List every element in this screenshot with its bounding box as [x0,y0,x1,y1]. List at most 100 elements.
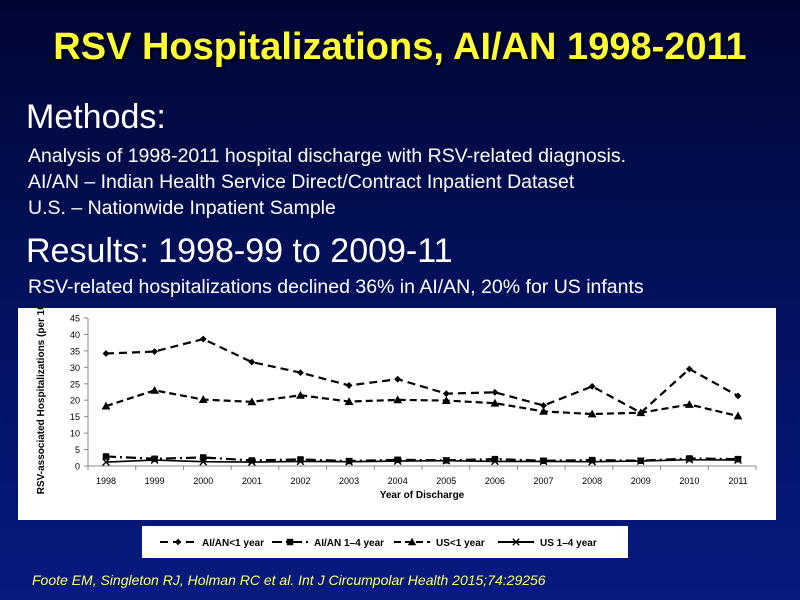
data-point [150,385,160,394]
data-point [539,457,548,466]
data-point [151,348,159,355]
data-point [442,456,451,465]
legend-marker [407,537,417,546]
data-point [394,456,401,463]
data-point [686,455,693,462]
data-point [685,455,694,464]
y-axis-label: RSV-associated Hospitalizations (per 100… [36,308,47,494]
legend-label: AI/AN<1 year [202,538,264,549]
data-point [248,358,256,366]
data-point [247,458,256,466]
data-point [199,335,207,343]
data-point [198,395,208,403]
series-1 [102,453,742,465]
data-point [587,409,597,418]
series-0 [102,335,742,417]
x-tick-label: 2002 [290,476,310,486]
line-chart: 0 5 10 15 20 25 30 35 40 45 1998 1999 2000 2001 2002 20… [36,290,757,501]
data-point [393,457,402,465]
results-heading: Results: 1998-99 to 2009-11 [26,232,453,270]
data-point [393,395,403,404]
chart-legend: AI/AN<1 year AI/AN 1–4 year US<1 year US 1–… [142,526,628,558]
x-tick-label: 2001 [242,476,262,486]
x-tick-label: 2011 [728,476,747,486]
y-tick-label: 20 [70,396,80,406]
y-tick-label: 15 [70,412,80,422]
y-tick-label: 40 [70,330,80,340]
data-point [296,457,305,466]
data-point [200,454,207,461]
data-point [490,398,500,407]
series-3 [102,455,742,466]
results-line: RSV-related hospitalizations declined 36… [28,276,644,298]
data-point [491,457,499,466]
data-point [150,456,159,464]
legend-item: AI/AN<1 year [160,538,264,549]
data-point [733,411,743,420]
series-line [105,337,739,415]
data-point [441,396,451,404]
data-point [297,456,304,463]
x-tick-label: 1999 [145,476,165,486]
data-point [296,390,305,399]
chart-panel: 0 5 10 15 20 25 30 35 40 45 1998 1999 2000 2001 2002 20… [18,290,776,520]
x-tick-label: 2009 [631,476,651,486]
data-point [345,382,353,389]
y-tick-label: 10 [70,429,80,439]
data-point [248,457,256,464]
series-line [105,389,739,418]
y-tick-label: 35 [70,346,80,356]
y-tick-label: 5 [75,445,80,455]
series-line [105,458,739,463]
data-point [442,390,450,398]
data-point [588,457,597,466]
data-point [588,383,596,390]
y-tick-label: 25 [70,379,80,389]
legend-item: AI/AN 1–4 year [272,538,384,549]
y-tick-label: 30 [70,363,80,373]
data-point [684,400,694,408]
methods-heading: Methods: [26,98,166,136]
legend-marker [286,538,294,546]
legend-label: US 1–4 year [540,538,597,549]
data-point [734,392,742,400]
citation: Foote EM, Singleton RJ, Holman RC et al.… [32,572,546,588]
legend-svg: AI/AN<1 year AI/AN 1–4 year US<1 year US 1–… [160,537,597,549]
x-tick-label: 2000 [193,476,213,486]
x-tick-label: 1998 [96,476,116,486]
x-tick-label: 2007 [534,476,554,486]
data-point [344,397,354,405]
legend-marker [512,538,520,546]
chart-series-layer [101,335,743,466]
data-point [539,407,548,415]
chart-axes: 0 5 10 15 20 25 30 35 40 45 1998 1999 2000 2001 2002 20… [70,314,757,486]
legend-item: US<1 year [394,537,485,549]
x-axis-label: Year of Discharge [380,490,465,501]
data-point [734,456,742,464]
x-tick-label: 2008 [582,476,602,486]
x-tick-label: 2005 [436,476,456,486]
data-point [636,408,646,417]
data-point [102,458,110,466]
data-point [151,455,158,462]
x-tick-label: 2010 [679,476,699,486]
data-point [394,375,402,383]
y-tick-label: 0 [75,462,80,472]
methods-line-2: AI/AN – Indian Health Service Direct/Con… [28,171,575,193]
slide-title: RSV Hospitalizations, AI/AN 1998-2011 [53,26,747,68]
data-point [345,457,353,466]
data-point [636,457,645,465]
data-point [101,401,111,410]
data-point [540,402,547,409]
legend-label: AI/AN 1–4 year [314,538,384,549]
data-point [102,350,110,357]
methods-line-3: U.S. – Nationwide Inpatient Sample [28,197,336,219]
methods-line-1: Analysis of 1998-2011 hospital discharge… [28,145,626,167]
data-point [588,456,596,464]
data-point [297,369,304,376]
x-tick-label: 2006 [485,476,505,486]
legend-label: US<1 year [436,538,485,549]
x-tick-label: 2003 [339,476,359,486]
data-point [102,453,110,460]
series-2 [101,385,743,420]
